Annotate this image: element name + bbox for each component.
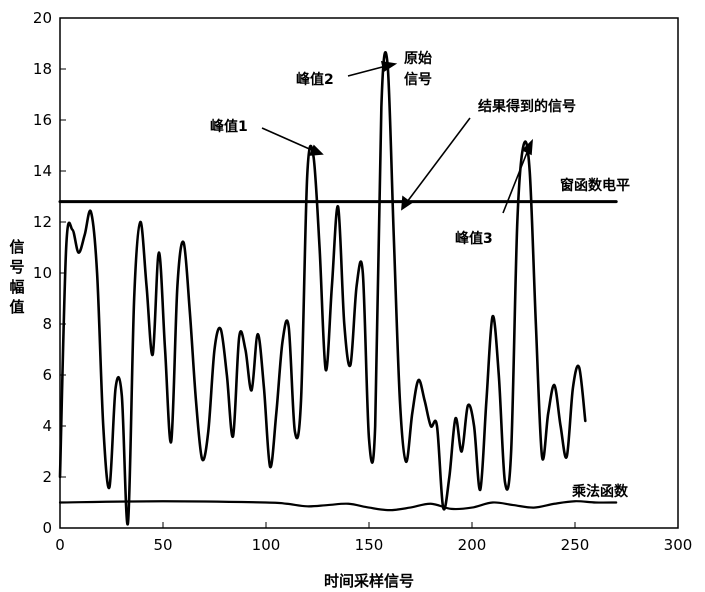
x-tick-label: 0 [55, 536, 65, 554]
y-tick-label: 2 [42, 468, 52, 486]
series-multiplier-line [58, 500, 618, 512]
x-tick-label: 100 [252, 536, 281, 554]
annotation-peak2: 峰值2 [296, 71, 334, 88]
svg-text:信号幅值: 信号幅值 [9, 238, 24, 316]
y-tick-label: 16 [33, 111, 52, 129]
y-tick-label: 6 [42, 366, 52, 384]
y-tick-label: 18 [33, 60, 52, 78]
y-tick-label: 0 [42, 519, 52, 537]
x-tick-label: 200 [458, 536, 487, 554]
series-signal-line [58, 51, 587, 526]
y-tick-label: 14 [33, 162, 52, 180]
x-tick-label: 150 [355, 536, 384, 554]
annotation-original-2: 信号 [404, 71, 432, 88]
arrow-peak1 [261, 127, 324, 156]
annotation-original-1: 原始 [404, 50, 432, 67]
annotation-peak1: 峰值1 [210, 118, 248, 135]
arrow-result-signal [401, 117, 471, 211]
arrow-peak2 [347, 61, 398, 77]
x-axis-label: 时间采样信号 [324, 572, 414, 590]
y-tick-label: 4 [42, 417, 52, 435]
y-tick-label: 20 [33, 9, 52, 27]
annotation-window-level: 窗函数电平 [560, 177, 630, 194]
x-tick-label: 250 [561, 536, 590, 554]
annotation-result-signal: 结果得到的信号 [478, 98, 576, 115]
x-tick-label: 300 [664, 536, 693, 554]
y-tick-label: 10 [33, 264, 52, 282]
annotation-multiplier: 乘法函数 [571, 483, 629, 500]
arrow-peak3 [502, 138, 533, 214]
annotations: 峰值1 峰值2 原始 信号 结果得到的信号 窗函数电平 峰值3 乘法函数 [210, 50, 630, 500]
annotation-peak3: 峰值3 [455, 230, 493, 247]
y-tick-label: 8 [42, 315, 52, 333]
x-tick-label: 50 [153, 536, 172, 554]
y-tick-label: 12 [33, 213, 52, 231]
y-axis-label: 信号幅值 [9, 238, 24, 316]
